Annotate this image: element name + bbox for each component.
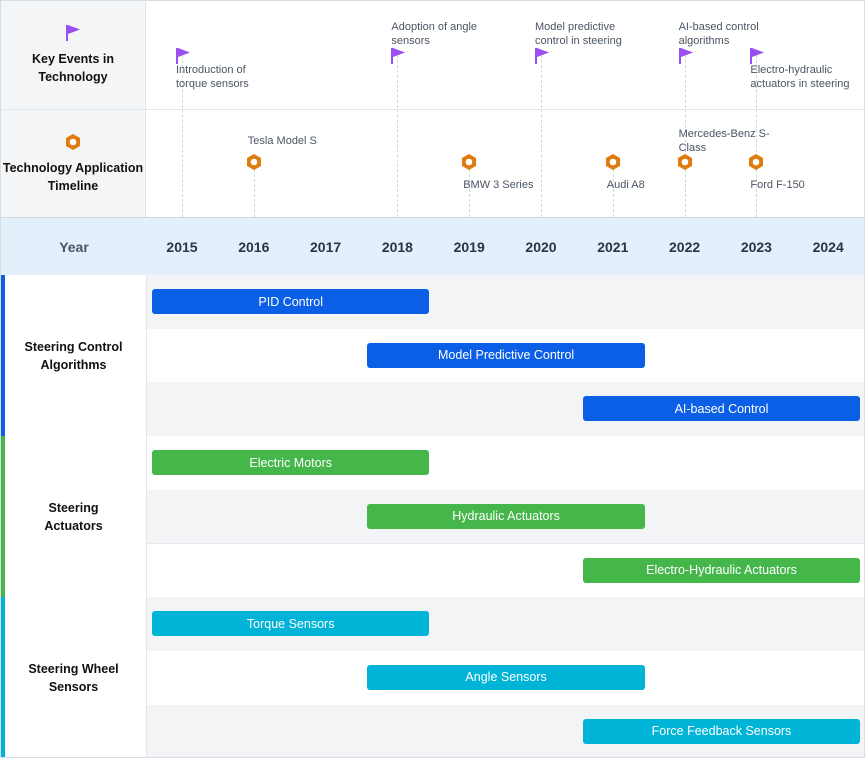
milestone-guide-line	[469, 169, 470, 217]
task-bar-label: Hydraulic Actuators	[452, 509, 560, 523]
year-label-2021: 2021	[583, 218, 643, 275]
year-axis-title: Year	[1, 218, 147, 275]
task-bar[interactable]: PID Control	[152, 289, 429, 314]
year-label-2019: 2019	[439, 218, 499, 275]
milestone-guide-line	[756, 169, 757, 217]
year-label-2018: 2018	[367, 218, 427, 275]
task-bar[interactable]: Electric Motors	[152, 450, 429, 475]
group-label: Steering Actuators	[1, 436, 147, 598]
task-bar-label: Model Predictive Control	[438, 348, 574, 362]
year-label-2015: 2015	[152, 218, 212, 275]
gantt-body: Steering Control Algorithms PID Control Mo…	[1, 275, 865, 758]
milestone-guide-line	[685, 169, 686, 217]
year-label-2016: 2016	[224, 218, 284, 275]
application-marker-icon	[676, 153, 694, 171]
year-label-2017: 2017	[296, 218, 356, 275]
task-bar[interactable]: Model Predictive Control	[367, 343, 644, 368]
application-marker-icon	[604, 153, 622, 171]
milestone-layer: Introduction of torque sensors Adoption o…	[1, 1, 865, 217]
event-flag-icon	[678, 47, 694, 65]
event-label: Introduction of torque sensors	[176, 63, 276, 91]
group-accent-bar	[1, 597, 5, 758]
event-label: AI-based control algorithms	[679, 20, 779, 48]
task-bar[interactable]: Electro-Hydraulic Actuators	[583, 558, 860, 583]
event-label: Electro-hydraulic actuators in steering	[750, 63, 860, 91]
task-bar-label: Force Feedback Sensors	[652, 724, 792, 738]
task-bar[interactable]: AI-based Control	[583, 396, 860, 421]
group-name: Steering Control Algorithms	[19, 338, 129, 374]
task-bar-label: AI-based Control	[675, 402, 769, 416]
task-bar[interactable]: Torque Sensors	[152, 611, 429, 636]
milestone-guide-line	[397, 55, 398, 217]
event-label: Model predictive control in steering	[535, 20, 645, 48]
year-label-2020: 2020	[511, 218, 571, 275]
application-label: Audi A8	[607, 178, 645, 192]
application-label: Ford F-150	[750, 178, 804, 192]
task-bar-label: PID Control	[258, 295, 323, 309]
event-flag-icon	[534, 47, 550, 65]
application-marker-icon	[460, 153, 478, 171]
task-bar-label: Electric Motors	[249, 456, 332, 470]
group-label: Steering Control Algorithms	[1, 275, 147, 437]
year-label-2022: 2022	[655, 218, 715, 275]
event-label: Adoption of angle sensors	[391, 20, 491, 48]
task-bar[interactable]: Hydraulic Actuators	[367, 504, 644, 529]
event-flag-icon	[390, 47, 406, 65]
task-bar[interactable]: Force Feedback Sensors	[583, 719, 860, 744]
task-bar-label: Torque Sensors	[247, 617, 335, 631]
year-label-2023: 2023	[726, 218, 786, 275]
milestone-guide-line	[613, 169, 614, 217]
application-marker-icon	[747, 153, 765, 171]
group-accent-bar	[1, 436, 5, 597]
milestone-guide-line	[541, 55, 542, 217]
application-label: Tesla Model S	[248, 134, 343, 148]
task-bar[interactable]: Angle Sensors	[367, 665, 644, 690]
task-bar-label: Angle Sensors	[465, 670, 546, 684]
year-label-2024: 2024	[798, 218, 858, 275]
application-marker-icon	[245, 153, 263, 171]
group-accent-bar	[1, 275, 5, 436]
group-name: Steering Actuators	[19, 499, 129, 535]
group-name: Steering Wheel Sensors	[19, 660, 129, 696]
group-label: Steering Wheel Sensors	[1, 597, 147, 758]
application-label: Mercedes-Benz S-Class	[679, 127, 774, 155]
year-axis: Year 20152016201720182019202020212022202…	[1, 217, 865, 276]
task-bar-label: Electro-Hydraulic Actuators	[646, 563, 797, 577]
application-label: BMW 3 Series	[463, 178, 533, 192]
milestone-guide-line	[254, 169, 255, 217]
